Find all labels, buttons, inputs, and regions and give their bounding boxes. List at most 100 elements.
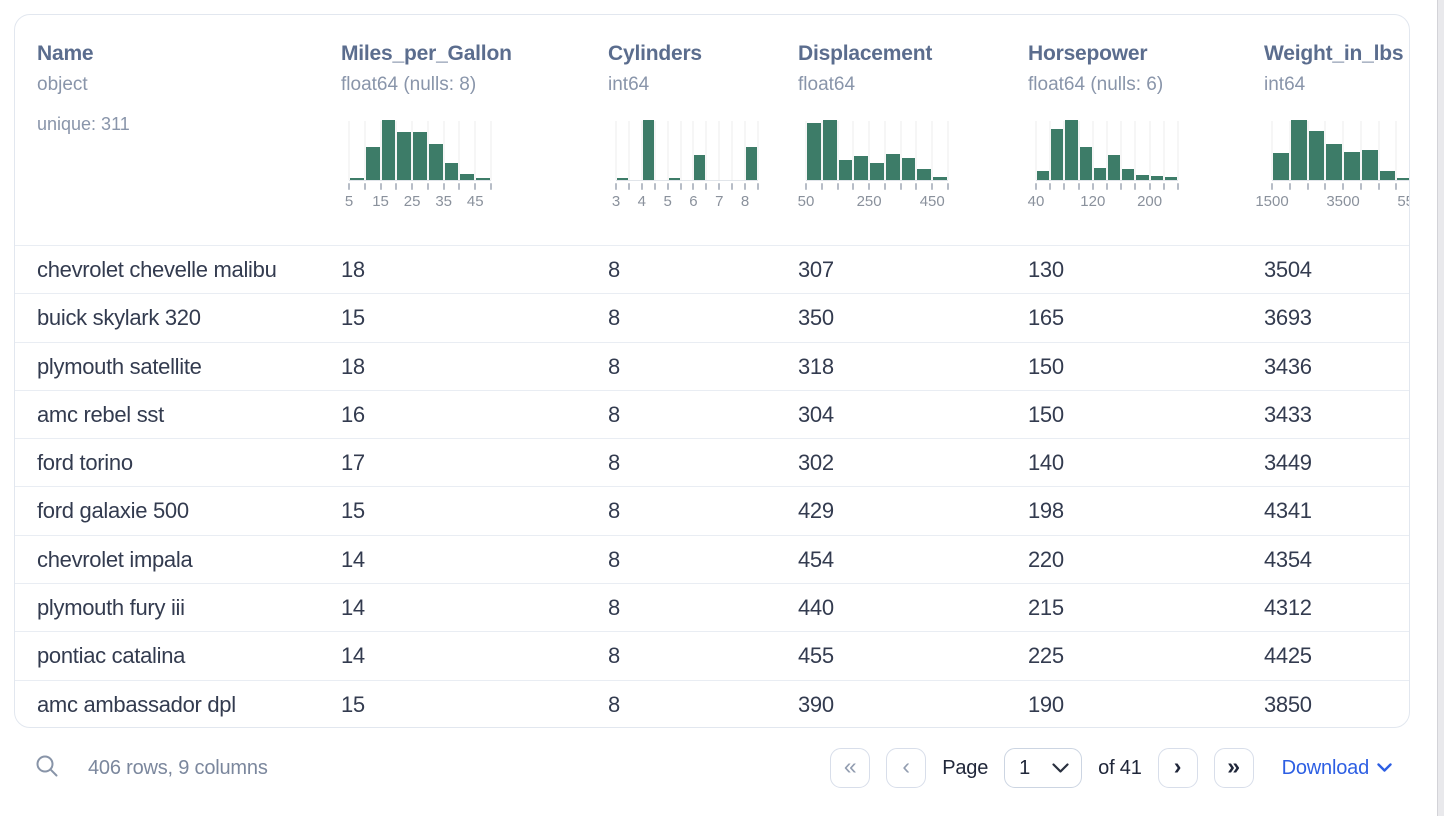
hist-bar [428, 144, 443, 180]
axis-tick [692, 183, 695, 190]
table-card: Name object unique: 311 Miles_per_Gallon flo… [14, 14, 1410, 728]
cell-value: 15 [341, 691, 365, 717]
histogram-gridline [458, 121, 460, 180]
histogram-gridline [915, 121, 917, 180]
cell-value: 8 [608, 643, 620, 669]
axis-tick-label: 7 [715, 193, 724, 210]
histogram-gridline [1035, 121, 1037, 180]
axis-tick [1134, 183, 1137, 190]
axis-tick-label: 35 [435, 193, 452, 210]
cell-value: 3693 [1264, 305, 1312, 331]
hist-bar [901, 158, 916, 180]
cell-value: 8 [608, 353, 620, 379]
column-name: Horsepower [1028, 42, 1148, 65]
table-row: amc ambassador dpl 15 8 390 190 3850 [15, 679, 1409, 727]
histogram-axis-labels: 40 120 200 [1028, 193, 1178, 213]
search-button[interactable] [34, 753, 64, 783]
histogram-axis-labels: 5 15 25 35 45 [345, 193, 491, 213]
axis-tick [1049, 183, 1052, 190]
column-name: Displacement [798, 42, 933, 65]
cell-value: 150 [1028, 353, 1064, 379]
histogram-gridline [364, 121, 366, 180]
cell-name: amc rebel sst [37, 401, 164, 427]
histogram-axis-labels: 1500 3500 5500 [1255, 193, 1409, 213]
axis-tick-label: 3500 [1326, 193, 1360, 210]
table-row: ford torino 17 8 302 140 3449 [15, 438, 1409, 486]
axis-tick [820, 183, 823, 190]
page-total-label: of 41 [1098, 756, 1142, 779]
histogram-gridline [1395, 121, 1397, 180]
hist-bar [838, 160, 853, 180]
cell-name: chevrolet impala [37, 546, 193, 572]
axis-tick [718, 183, 721, 190]
prev-page-button[interactable]: ‹ [886, 748, 927, 788]
histogram-gridline [947, 121, 949, 180]
axis-tick-label: 5500 [1397, 193, 1409, 210]
axis-tick-label: 200 [1137, 193, 1163, 210]
axis-tick [442, 183, 445, 190]
cell-value: 8 [608, 450, 620, 476]
cell-value: 8 [608, 595, 620, 621]
table-body: chevrolet chevelle malibu 18 8 307 130 3504 bu… [15, 245, 1409, 727]
cell-value: 17 [341, 450, 365, 476]
first-page-button[interactable]: « [830, 748, 871, 788]
cell-value: 14 [341, 595, 365, 621]
axis-tick [348, 183, 350, 190]
histogram-gridline [1092, 121, 1094, 180]
column-name: Cylinders [608, 42, 702, 65]
axis-tick [947, 183, 949, 190]
cell-value: 15 [341, 498, 365, 524]
column-header-displacement[interactable]: Displacement float64 50 250 450 [776, 15, 1006, 245]
axis-tick [679, 183, 682, 190]
cell-value: 198 [1028, 498, 1064, 524]
next-page-button[interactable]: › [1157, 748, 1198, 788]
column-type: float64 [798, 74, 856, 95]
hist-bar [397, 132, 412, 180]
hist-bar [476, 178, 490, 180]
cell-value: 8 [608, 498, 620, 524]
cell-value: 3449 [1264, 450, 1312, 476]
axis-tick [868, 183, 871, 190]
histogram-gridline [1324, 121, 1326, 180]
axis-tick [411, 183, 414, 190]
column-header-horsepower[interactable]: Horsepower float64 (nulls: 6) 40 120 200 [1006, 15, 1242, 245]
axis-tick [379, 183, 382, 190]
histogram-gridline [931, 121, 933, 180]
page-label: Page [942, 756, 989, 779]
histogram-gridline [395, 121, 397, 180]
axis-tick [1035, 183, 1037, 190]
column-header-cylinders[interactable]: Cylinders int64 3 4 5 6 7 8 [586, 15, 776, 245]
page-select[interactable]: 1 [1004, 748, 1083, 788]
hist-bar [1093, 168, 1106, 180]
cell-value: 14 [341, 643, 365, 669]
axis-tick-label: 4 [637, 193, 646, 210]
cell-value: 454 [798, 546, 834, 572]
download-button[interactable]: Download [1282, 757, 1392, 780]
cell-value: 8 [608, 305, 620, 331]
hist-bar [746, 147, 757, 180]
axis-tick [1306, 183, 1309, 190]
column-unique-count: unique: 311 [37, 114, 130, 134]
hist-bar [1290, 120, 1307, 180]
hist-bar [807, 123, 821, 180]
column-header-weight_in_lbs[interactable]: Weight_in_lbs int64 1500 3500 5500 [1242, 15, 1409, 245]
cell-name: buick skylark 320 [37, 305, 201, 331]
axis-tick-label: 5 [344, 193, 354, 210]
histogram-gridline [1307, 121, 1308, 180]
axis-tick [931, 183, 934, 190]
right-panel-edge [1437, 0, 1444, 816]
cell-name: pontiac catalina [37, 643, 186, 669]
column-header-name[interactable]: Name object unique: 311 [15, 15, 319, 245]
hist-bar [1361, 150, 1378, 180]
histogram-gridline [680, 121, 682, 180]
last-page-button[interactable]: » [1213, 748, 1254, 788]
histogram-gridline [692, 121, 694, 180]
histogram-gridline [1106, 121, 1108, 180]
column-header-miles_per_gallon[interactable]: Miles_per_Gallon float64 (nulls: 8) 5 15 25 3… [319, 15, 586, 245]
histogram-gridline [705, 121, 707, 180]
hist-bar [1150, 176, 1163, 180]
hist-bar [1344, 152, 1360, 180]
column-type: float64 (nulls: 8) [341, 74, 477, 95]
histogram-gridline [443, 121, 445, 180]
histogram-gridline [1289, 121, 1291, 180]
